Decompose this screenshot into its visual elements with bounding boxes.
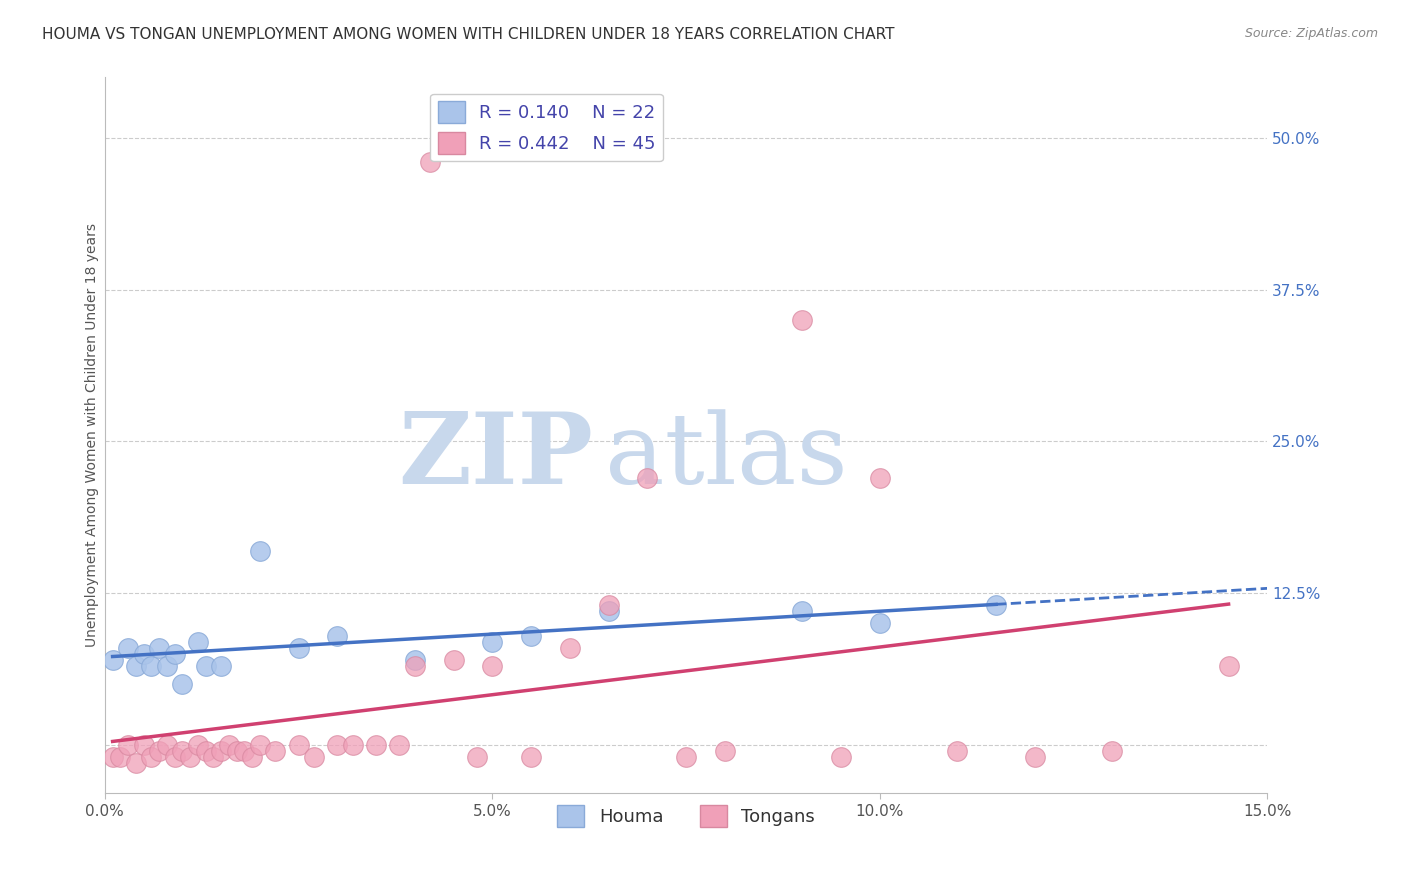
- Point: [830, 750, 852, 764]
- Point: [125, 756, 148, 770]
- Point: [163, 750, 186, 764]
- Point: [598, 604, 620, 618]
- Point: [187, 738, 209, 752]
- Text: Source: ZipAtlas.com: Source: ZipAtlas.com: [1244, 27, 1378, 40]
- Point: [419, 155, 441, 169]
- Point: [404, 653, 426, 667]
- Legend: Houma, Tongans: Houma, Tongans: [550, 798, 823, 834]
- Point: [156, 659, 179, 673]
- Point: [148, 640, 170, 655]
- Point: [326, 738, 349, 752]
- Point: [520, 750, 543, 764]
- Y-axis label: Unemployment Among Women with Children Under 18 years: Unemployment Among Women with Children U…: [86, 223, 100, 648]
- Point: [218, 738, 240, 752]
- Point: [404, 659, 426, 673]
- Point: [465, 750, 488, 764]
- Point: [326, 629, 349, 643]
- Point: [172, 677, 194, 691]
- Point: [792, 313, 814, 327]
- Point: [636, 471, 658, 485]
- Text: atlas: atlas: [605, 409, 848, 505]
- Point: [558, 640, 581, 655]
- Point: [117, 640, 139, 655]
- Point: [163, 647, 186, 661]
- Point: [249, 738, 271, 752]
- Text: ZIP: ZIP: [398, 409, 593, 506]
- Point: [225, 744, 247, 758]
- Point: [117, 738, 139, 752]
- Point: [233, 744, 256, 758]
- Point: [240, 750, 263, 764]
- Point: [287, 640, 309, 655]
- Point: [598, 599, 620, 613]
- Point: [869, 616, 891, 631]
- Point: [1101, 744, 1123, 758]
- Point: [141, 659, 163, 673]
- Point: [194, 659, 217, 673]
- Point: [110, 750, 132, 764]
- Point: [1218, 659, 1240, 673]
- Point: [148, 744, 170, 758]
- Point: [172, 744, 194, 758]
- Point: [984, 599, 1007, 613]
- Point: [264, 744, 287, 758]
- Point: [1024, 750, 1046, 764]
- Point: [302, 750, 325, 764]
- Point: [202, 750, 225, 764]
- Point: [179, 750, 201, 764]
- Point: [342, 738, 364, 752]
- Point: [194, 744, 217, 758]
- Point: [141, 750, 163, 764]
- Point: [675, 750, 697, 764]
- Point: [481, 634, 503, 648]
- Point: [209, 744, 232, 758]
- Point: [187, 634, 209, 648]
- Point: [209, 659, 232, 673]
- Text: HOUMA VS TONGAN UNEMPLOYMENT AMONG WOMEN WITH CHILDREN UNDER 18 YEARS CORRELATIO: HOUMA VS TONGAN UNEMPLOYMENT AMONG WOMEN…: [42, 27, 894, 42]
- Point: [481, 659, 503, 673]
- Point: [443, 653, 465, 667]
- Point: [520, 629, 543, 643]
- Point: [792, 604, 814, 618]
- Point: [946, 744, 969, 758]
- Point: [714, 744, 737, 758]
- Point: [132, 738, 155, 752]
- Point: [101, 653, 124, 667]
- Point: [364, 738, 387, 752]
- Point: [287, 738, 309, 752]
- Point: [869, 471, 891, 485]
- Point: [132, 647, 155, 661]
- Point: [101, 750, 124, 764]
- Point: [156, 738, 179, 752]
- Point: [388, 738, 411, 752]
- Point: [125, 659, 148, 673]
- Point: [249, 543, 271, 558]
